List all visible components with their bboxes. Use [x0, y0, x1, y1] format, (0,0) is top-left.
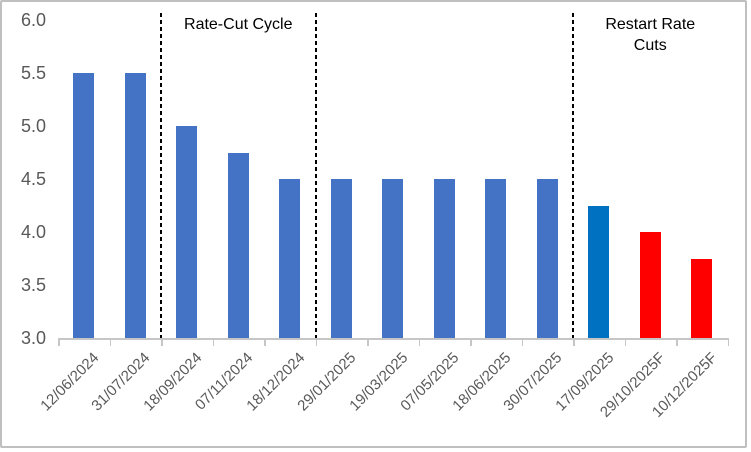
x-axis-tick-mark	[676, 338, 678, 346]
x-axis-tick-mark	[212, 338, 214, 346]
phase-divider-line	[572, 13, 574, 338]
chart-bar	[382, 179, 404, 338]
chart-bar	[73, 73, 95, 338]
x-axis-tick-mark	[58, 338, 60, 346]
y-axis-tick-label: 5.5	[20, 63, 46, 83]
y-axis-tick-label: 6.0	[20, 10, 46, 30]
chart-bar	[588, 205, 610, 338]
chart-bar	[639, 232, 661, 338]
chart-bar	[536, 179, 558, 338]
x-axis-tick-mark	[315, 338, 317, 346]
y-axis-tick-label: 3.5	[20, 275, 46, 295]
x-axis-tick-mark	[521, 338, 523, 346]
chart-bar	[176, 126, 198, 338]
chart-bar	[485, 179, 507, 338]
chart-bar	[124, 73, 146, 338]
annotation-restart-rate-cuts: Restart Rate Cuts	[605, 16, 696, 54]
x-axis-tick-mark	[418, 338, 420, 346]
x-axis-tick-mark	[367, 338, 369, 346]
y-axis-tick-label: 3.0	[20, 328, 46, 348]
y-axis-tick-label: 4.0	[20, 222, 46, 242]
chart-bar	[227, 152, 249, 338]
y-axis-tick-label: 4.5	[20, 169, 46, 189]
chart-bar	[433, 179, 455, 338]
chart-bar	[279, 179, 301, 338]
x-axis-line	[58, 338, 729, 340]
x-axis-tick-mark	[727, 338, 729, 346]
x-axis-tick-mark	[573, 338, 575, 346]
x-axis-tick-mark	[624, 338, 626, 346]
chart-bar	[691, 258, 713, 338]
x-axis-tick-mark	[470, 338, 472, 346]
y-axis-tick-label: 5.0	[20, 116, 46, 136]
annotation-rate-cut-cycle: Rate-Cut Cycle	[184, 16, 293, 33]
phase-divider-line	[314, 13, 317, 338]
x-axis-tick-mark	[161, 338, 163, 346]
x-axis-tick-mark	[109, 338, 111, 346]
phase-divider-line	[160, 13, 162, 338]
x-axis-tick-mark	[264, 338, 266, 346]
chart-bar	[330, 179, 352, 338]
